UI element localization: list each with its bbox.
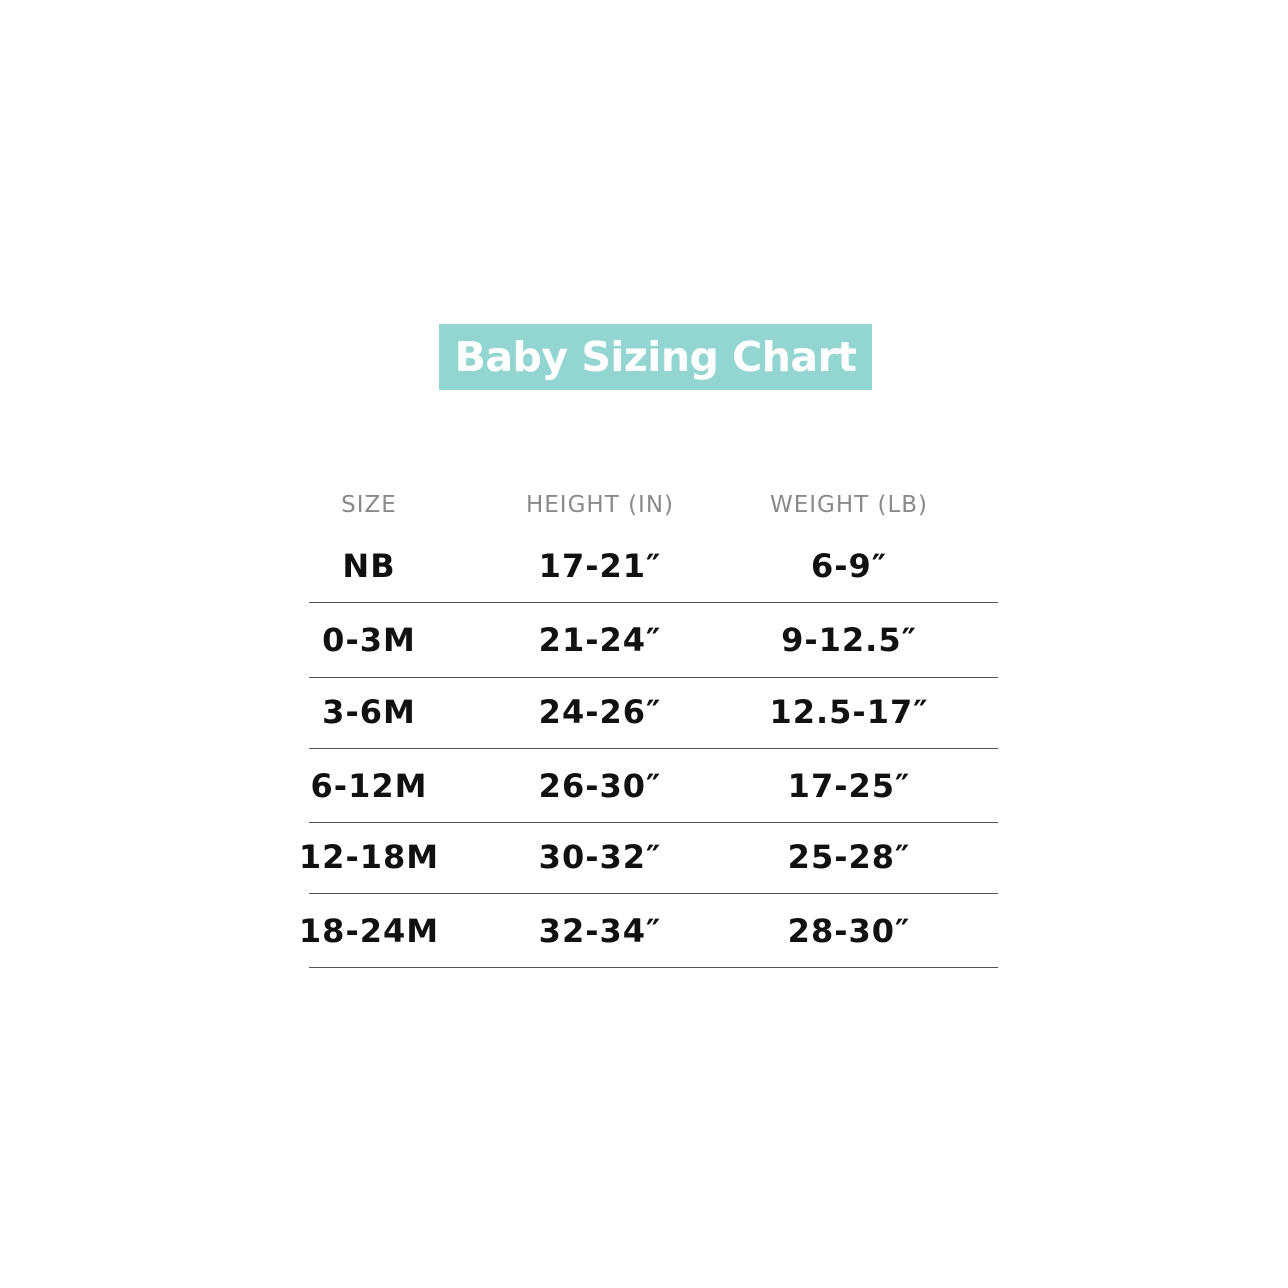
row-divider — [309, 677, 998, 678]
row-divider — [309, 893, 998, 894]
cell-size: 3-6M — [322, 693, 416, 731]
cell-size: 18-24M — [298, 912, 440, 950]
title-banner: Baby Sizing Chart — [439, 324, 872, 390]
row-divider — [309, 822, 998, 823]
cell-weight: 25-28″ — [787, 838, 911, 876]
row-divider — [309, 748, 998, 749]
cell-weight: 12.5-17″ — [769, 693, 929, 731]
cell-weight: 6-9″ — [810, 547, 888, 585]
cell-height: 26-30″ — [538, 767, 662, 805]
cell-size: 0-3M — [322, 621, 416, 659]
column-header-height: HEIGHT (IN) — [525, 492, 675, 518]
cell-size: NB — [342, 547, 396, 585]
cell-size: 6-12M — [310, 767, 428, 805]
column-header-weight: WEIGHT (LB) — [769, 492, 929, 518]
cell-size: 12-18M — [298, 838, 440, 876]
chart-title: Baby Sizing Chart — [454, 333, 857, 381]
cell-height: 24-26″ — [538, 693, 662, 731]
cell-height: 17-21″ — [538, 547, 662, 585]
cell-weight: 17-25″ — [787, 767, 911, 805]
row-divider — [309, 602, 998, 603]
row-divider — [309, 967, 998, 968]
column-header-size: SIZE — [341, 492, 397, 518]
cell-height: 21-24″ — [538, 621, 662, 659]
cell-height: 32-34″ — [538, 912, 662, 950]
cell-weight: 9-12.5″ — [781, 621, 917, 659]
cell-height: 30-32″ — [538, 838, 662, 876]
cell-weight: 28-30″ — [787, 912, 911, 950]
